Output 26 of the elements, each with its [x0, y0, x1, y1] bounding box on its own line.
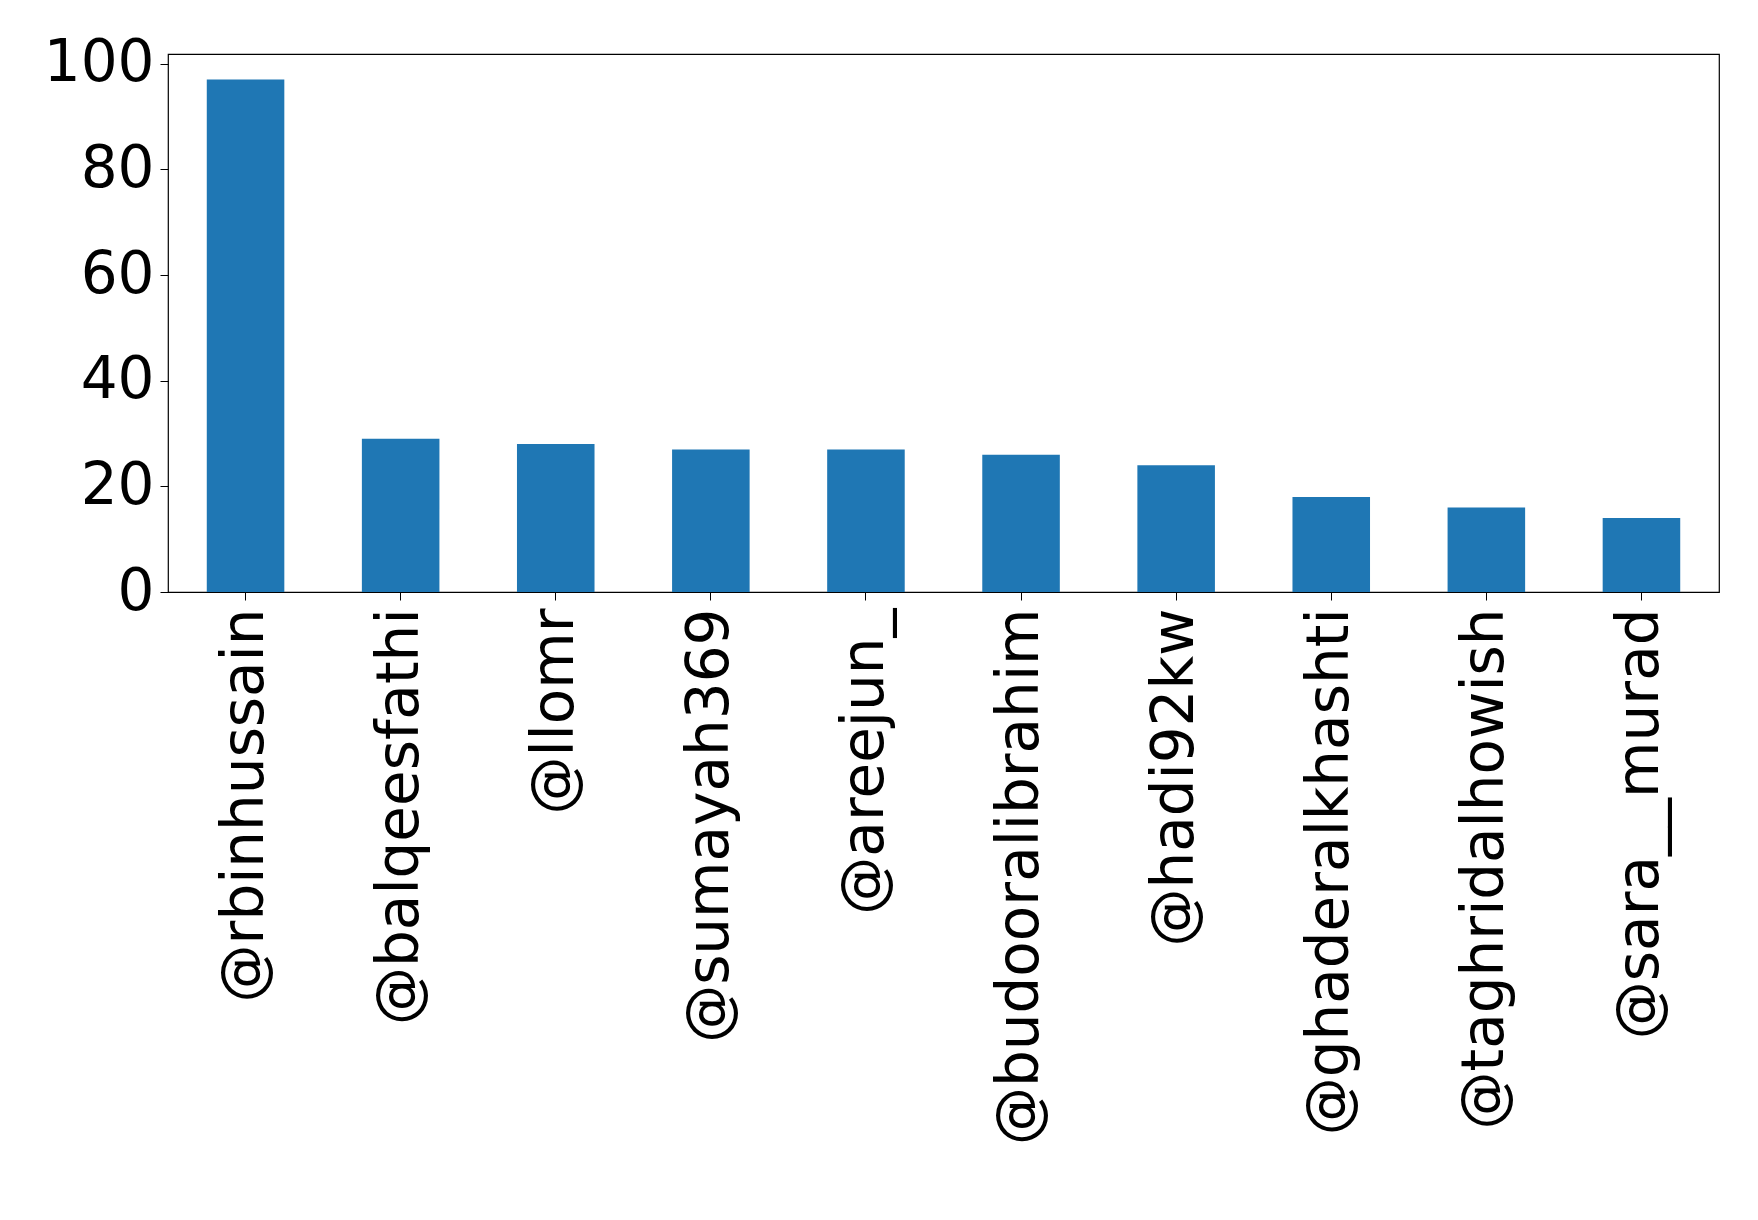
y-tick-label: 100 — [43, 27, 155, 96]
bar — [516, 444, 595, 592]
x-tick-label: @areejun_ — [828, 607, 897, 915]
x-tick-label: @ghaderalkhashti — [1294, 608, 1363, 1136]
x-tick-label: @rbinhussain — [208, 608, 277, 1003]
bar — [1447, 507, 1526, 592]
y-tick-label: 40 — [80, 344, 155, 413]
bar — [1137, 465, 1215, 592]
y-tick-label: 80 — [80, 132, 155, 201]
x-tick-label: @budooralibrahim — [984, 608, 1053, 1146]
y-tick-label: 60 — [80, 238, 155, 307]
bar — [206, 79, 285, 592]
x-tick-label: @llomr — [518, 608, 587, 815]
bar — [1292, 496, 1371, 592]
bar — [672, 449, 750, 592]
y-tick-label: 0 — [117, 555, 155, 624]
bar — [1602, 518, 1681, 592]
bar — [361, 438, 440, 592]
y-tick-label: 20 — [80, 449, 155, 518]
x-tick-label: @taghridalhowish — [1449, 608, 1518, 1130]
x-tick-label: @hadi92kw — [1139, 608, 1208, 947]
bar — [982, 454, 1060, 592]
bar — [827, 449, 905, 592]
x-tick-label: @sumayah369 — [673, 608, 742, 1043]
x-tick-label: @sara__murad — [1604, 608, 1673, 1040]
x-tick-label: @balqeesfathi — [363, 608, 432, 1025]
